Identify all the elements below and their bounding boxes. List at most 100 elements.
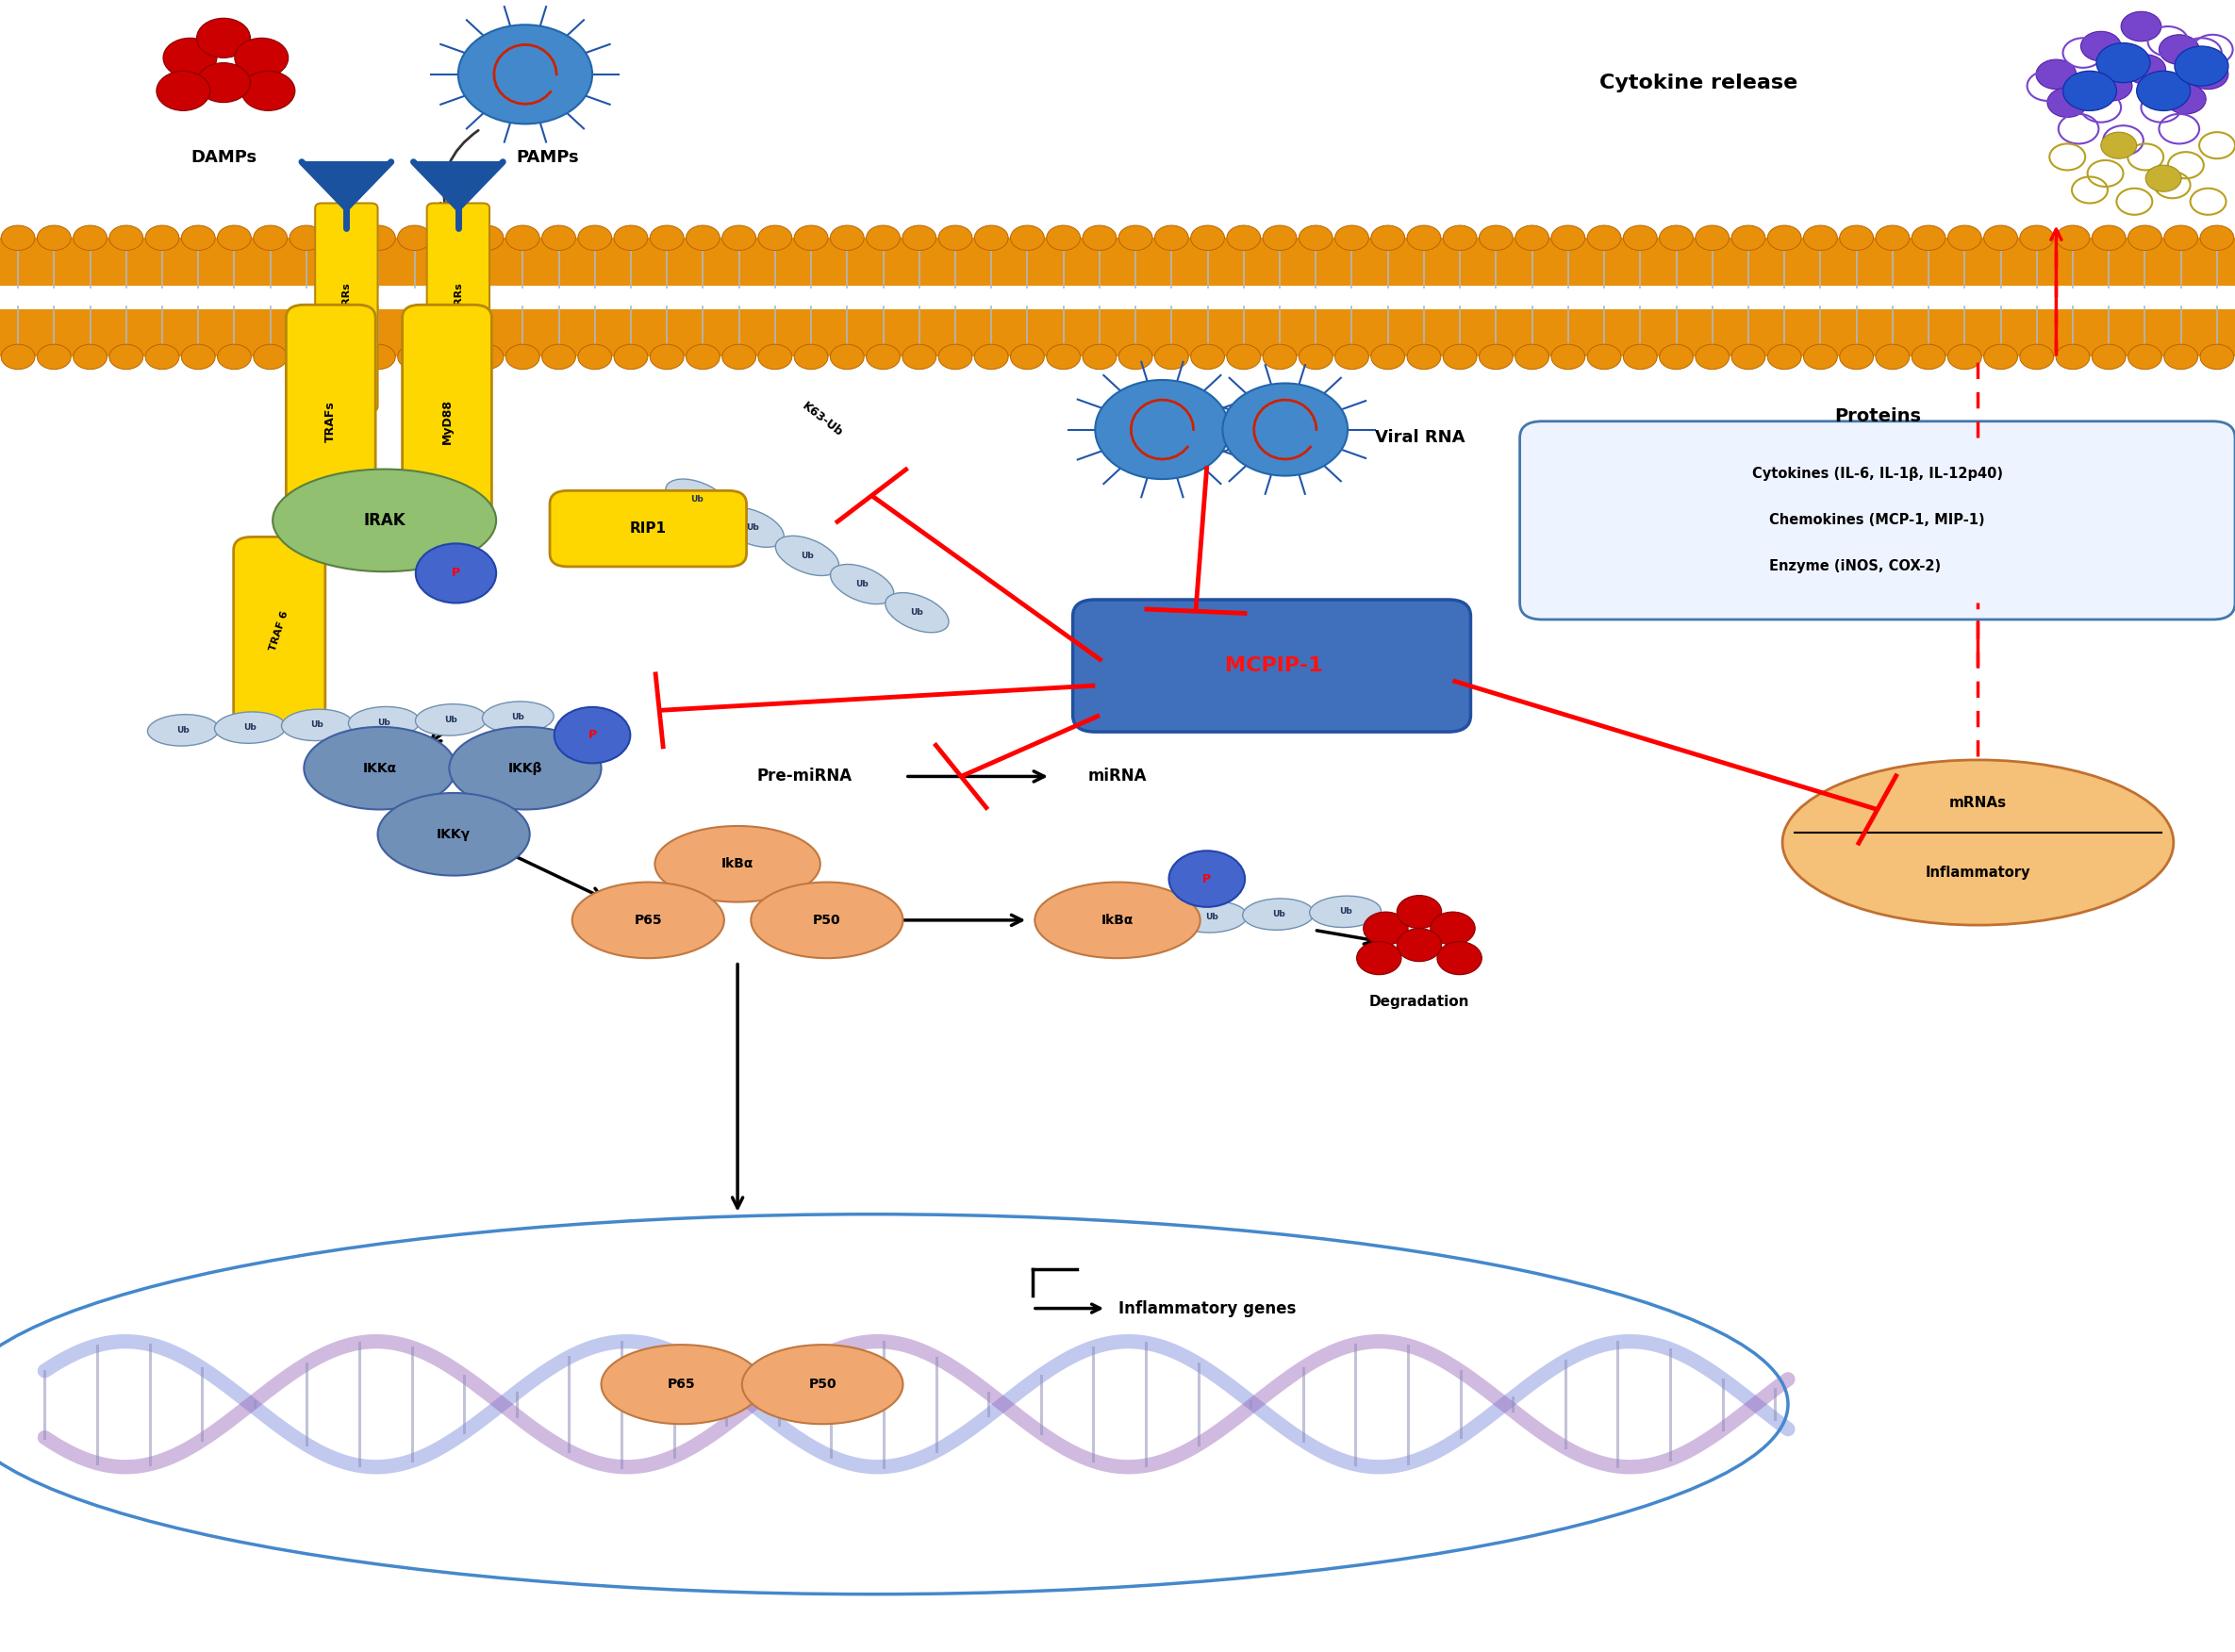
- Circle shape: [2146, 165, 2181, 192]
- FancyBboxPatch shape: [550, 491, 746, 567]
- Ellipse shape: [742, 1345, 903, 1424]
- Circle shape: [1120, 344, 1153, 370]
- Circle shape: [1223, 383, 1348, 476]
- Circle shape: [579, 225, 612, 251]
- Circle shape: [1299, 225, 1332, 251]
- Bar: [0, 238, 2235, 357]
- Text: P50: P50: [814, 914, 840, 927]
- Circle shape: [1010, 344, 1044, 370]
- Circle shape: [1397, 928, 1442, 961]
- Circle shape: [1515, 225, 1549, 251]
- Circle shape: [235, 38, 288, 78]
- Circle shape: [1082, 344, 1115, 370]
- Circle shape: [163, 38, 217, 78]
- Circle shape: [1480, 344, 1513, 370]
- Circle shape: [2163, 344, 2197, 370]
- Circle shape: [1408, 225, 1442, 251]
- Text: IRAK: IRAK: [364, 512, 405, 529]
- Text: Cytokines (IL-6, IL-1β, IL-12p40): Cytokines (IL-6, IL-1β, IL-12p40): [1752, 468, 2003, 481]
- Circle shape: [1120, 225, 1153, 251]
- Circle shape: [2125, 55, 2166, 84]
- Ellipse shape: [831, 565, 894, 605]
- Text: Proteins: Proteins: [1835, 408, 1920, 425]
- Circle shape: [2092, 225, 2125, 251]
- Text: RIP1: RIP1: [630, 522, 666, 535]
- Ellipse shape: [304, 727, 456, 809]
- Circle shape: [2056, 344, 2090, 370]
- Circle shape: [2199, 344, 2233, 370]
- Circle shape: [197, 63, 250, 102]
- Text: Ub: Ub: [1339, 907, 1352, 915]
- Ellipse shape: [148, 714, 219, 747]
- Circle shape: [615, 225, 648, 251]
- Circle shape: [362, 344, 396, 370]
- Circle shape: [2137, 71, 2190, 111]
- Circle shape: [1430, 912, 1475, 945]
- Circle shape: [1875, 225, 1909, 251]
- Circle shape: [2092, 344, 2125, 370]
- Circle shape: [217, 225, 250, 251]
- Ellipse shape: [449, 727, 601, 809]
- Circle shape: [829, 225, 865, 251]
- Polygon shape: [413, 162, 503, 208]
- Ellipse shape: [885, 593, 948, 633]
- Circle shape: [939, 344, 972, 370]
- Text: P: P: [451, 567, 460, 580]
- Circle shape: [197, 18, 250, 58]
- Circle shape: [2159, 35, 2199, 64]
- Circle shape: [1444, 225, 1477, 251]
- Circle shape: [156, 71, 210, 111]
- Text: P50: P50: [809, 1378, 836, 1391]
- FancyBboxPatch shape: [1073, 600, 1471, 732]
- Circle shape: [1095, 380, 1229, 479]
- Ellipse shape: [273, 469, 496, 572]
- Circle shape: [2020, 225, 2054, 251]
- Circle shape: [110, 344, 143, 370]
- Text: TRAFs: TRAFs: [324, 401, 337, 441]
- Text: Ub: Ub: [746, 524, 758, 532]
- Circle shape: [434, 344, 467, 370]
- Text: Viral RNA: Viral RNA: [1375, 430, 1464, 446]
- Circle shape: [2, 225, 36, 251]
- Circle shape: [1947, 344, 1982, 370]
- Text: DAMPs: DAMPs: [190, 149, 257, 165]
- Circle shape: [181, 344, 215, 370]
- Circle shape: [241, 71, 295, 111]
- Text: miRNA: miRNA: [1088, 768, 1147, 785]
- Text: TRAF 6: TRAF 6: [268, 610, 291, 653]
- Ellipse shape: [1784, 760, 2172, 925]
- Circle shape: [2166, 84, 2206, 114]
- Circle shape: [1732, 344, 1766, 370]
- Circle shape: [1397, 895, 1442, 928]
- Text: Ub: Ub: [1205, 912, 1218, 922]
- Text: P: P: [1202, 872, 1211, 885]
- Text: Ub: Ub: [445, 715, 458, 724]
- Ellipse shape: [1310, 895, 1381, 927]
- Text: Ub: Ub: [800, 552, 814, 560]
- Circle shape: [1985, 344, 2018, 370]
- Circle shape: [1227, 344, 1261, 370]
- Circle shape: [1623, 344, 1656, 370]
- Text: Chemokines (MCP-1, MIP-1): Chemokines (MCP-1, MIP-1): [1770, 514, 1985, 527]
- Ellipse shape: [483, 702, 554, 733]
- Circle shape: [505, 344, 539, 370]
- Circle shape: [2101, 132, 2137, 159]
- Circle shape: [291, 344, 324, 370]
- Text: Cytokine release: Cytokine release: [1600, 73, 1797, 93]
- Text: Ub: Ub: [910, 608, 923, 616]
- Text: P: P: [588, 729, 597, 742]
- Circle shape: [74, 225, 107, 251]
- Circle shape: [1768, 344, 1801, 370]
- Circle shape: [145, 344, 179, 370]
- Circle shape: [1263, 344, 1296, 370]
- Circle shape: [434, 225, 467, 251]
- Circle shape: [1696, 344, 1730, 370]
- Circle shape: [1334, 225, 1368, 251]
- Circle shape: [939, 225, 972, 251]
- Circle shape: [1046, 225, 1080, 251]
- Circle shape: [1480, 225, 1513, 251]
- Circle shape: [867, 344, 901, 370]
- Ellipse shape: [572, 882, 724, 958]
- Bar: [0, 286, 2235, 309]
- Circle shape: [758, 225, 791, 251]
